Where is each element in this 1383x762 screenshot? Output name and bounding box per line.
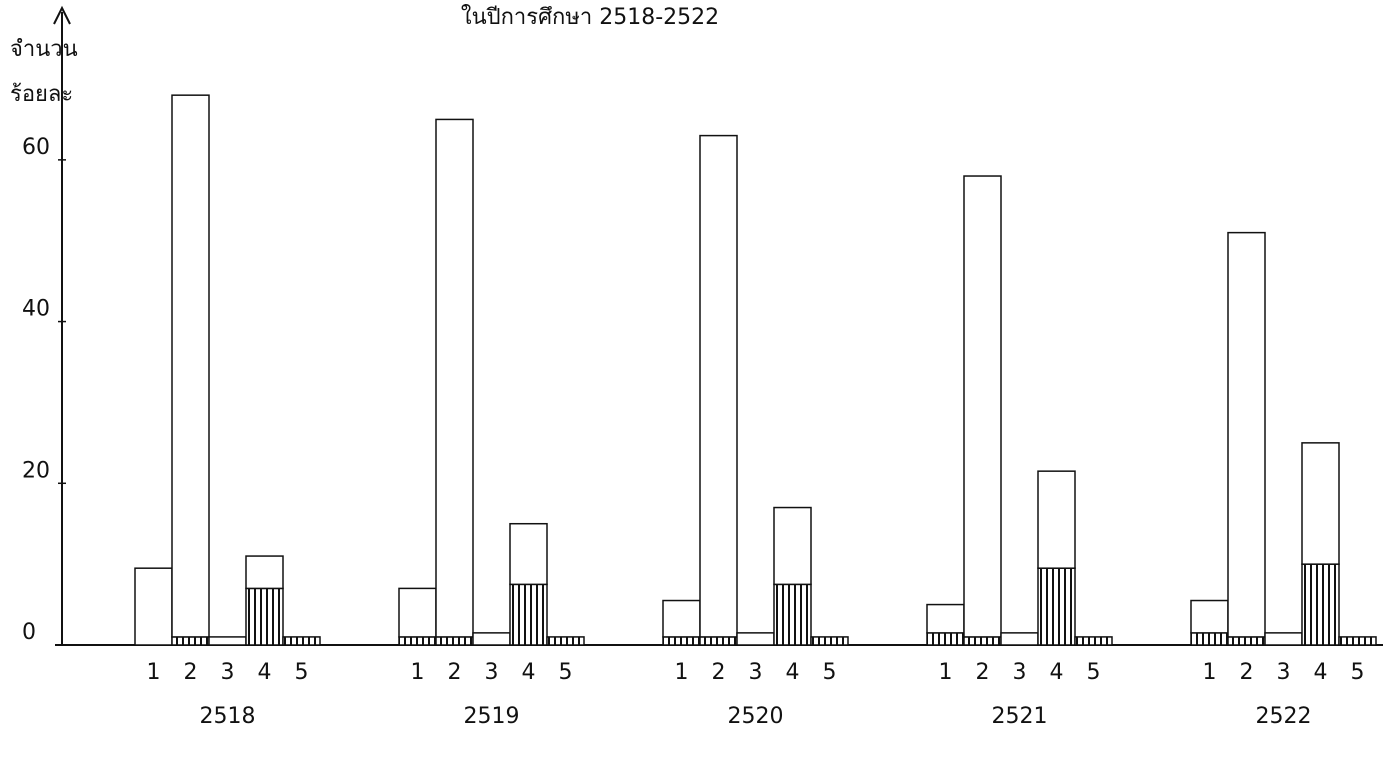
bar-hatched-segment (282, 636, 321, 646)
bar-label: 1 (1203, 660, 1217, 685)
bar-segment (171, 94, 210, 638)
x-tick-label: 2519 (464, 704, 520, 729)
bar-label: 2 (976, 660, 990, 685)
bar-label: 3 (1013, 660, 1027, 685)
bar-hatched-segment (1074, 636, 1113, 646)
bar-hatched-segment (435, 636, 474, 646)
bar-label: 5 (559, 660, 573, 685)
y-tick-label: 0 (22, 620, 36, 645)
bar-label: 2 (712, 660, 726, 685)
bar-segment (208, 636, 247, 646)
bar-label: 1 (411, 660, 425, 685)
bar-segment (435, 118, 474, 638)
bar-hatched-segment (699, 636, 738, 646)
bar-hatched-segment (810, 636, 849, 646)
bar-label: 1 (147, 660, 161, 685)
bar-hatched-segment (1301, 563, 1340, 646)
bar-segment (1190, 599, 1229, 634)
chart-title: ในปีการศึกษา 2518-2522 (461, 4, 719, 30)
bar-label: 4 (258, 660, 272, 685)
bar-hatched-segment (963, 636, 1002, 646)
bar-label: 1 (939, 660, 953, 685)
bar-segment (1301, 442, 1340, 565)
y-axis-label: ร้อยละ (10, 82, 73, 107)
bar-label: 4 (522, 660, 536, 685)
y-axis-label: จำนวน (10, 37, 78, 62)
bar-hatched-segment (773, 583, 812, 646)
bar-hatched-segment (926, 632, 965, 646)
bar-label: 5 (295, 660, 309, 685)
bar-segment (472, 632, 511, 646)
x-tick-label: 2518 (200, 704, 256, 729)
bar-segment (509, 522, 548, 586)
y-tick-label: 60 (22, 135, 50, 160)
bar-label: 1 (675, 660, 689, 685)
bar-label: 2 (184, 660, 198, 685)
bar-label: 3 (221, 660, 235, 685)
bar-label: 2 (1240, 660, 1254, 685)
bar-hatched-segment (171, 636, 210, 646)
bar-hatched-segment (398, 636, 437, 646)
bar-segment (662, 599, 701, 638)
bar-label: 4 (1314, 660, 1328, 685)
bar-hatched-segment (509, 583, 548, 646)
bar-label: 5 (1087, 660, 1101, 685)
y-tick-label: 20 (22, 458, 50, 483)
x-tick-label: 2522 (1256, 704, 1312, 729)
bar-segment (773, 506, 812, 586)
bar-label: 4 (786, 660, 800, 685)
y-tick-label: 40 (22, 297, 50, 322)
bar-hatched-segment (662, 636, 701, 646)
bar-segment (398, 587, 437, 638)
bar-hatched-segment (546, 636, 585, 646)
bar-segment (1000, 632, 1039, 646)
bar-hatched-segment (1190, 632, 1229, 646)
bar-segment (736, 632, 775, 646)
bar-segment (1037, 470, 1076, 569)
y-axis-arrow (53, 5, 71, 25)
x-tick-label: 2520 (728, 704, 784, 729)
bar-segment (963, 175, 1002, 638)
bar-segment (926, 603, 965, 634)
bar-label: 3 (1277, 660, 1291, 685)
bar-label: 2 (448, 660, 462, 685)
bar-hatched-segment (245, 587, 284, 646)
bar-label: 5 (823, 660, 837, 685)
bar-label: 5 (1351, 660, 1365, 685)
bar-hatched-segment (1338, 636, 1377, 646)
x-tick-label: 2521 (992, 704, 1048, 729)
bar-segment (1264, 632, 1303, 646)
bar-segment (245, 555, 284, 590)
bar-label: 4 (1050, 660, 1064, 685)
bar-label: 3 (485, 660, 499, 685)
bar-hatched-segment (1037, 567, 1076, 646)
bar-hatched-segment (1227, 636, 1266, 646)
bar-segment (134, 567, 173, 646)
bar-segment (699, 134, 738, 638)
bar-label: 3 (749, 660, 763, 685)
bar-segment (1227, 231, 1266, 638)
